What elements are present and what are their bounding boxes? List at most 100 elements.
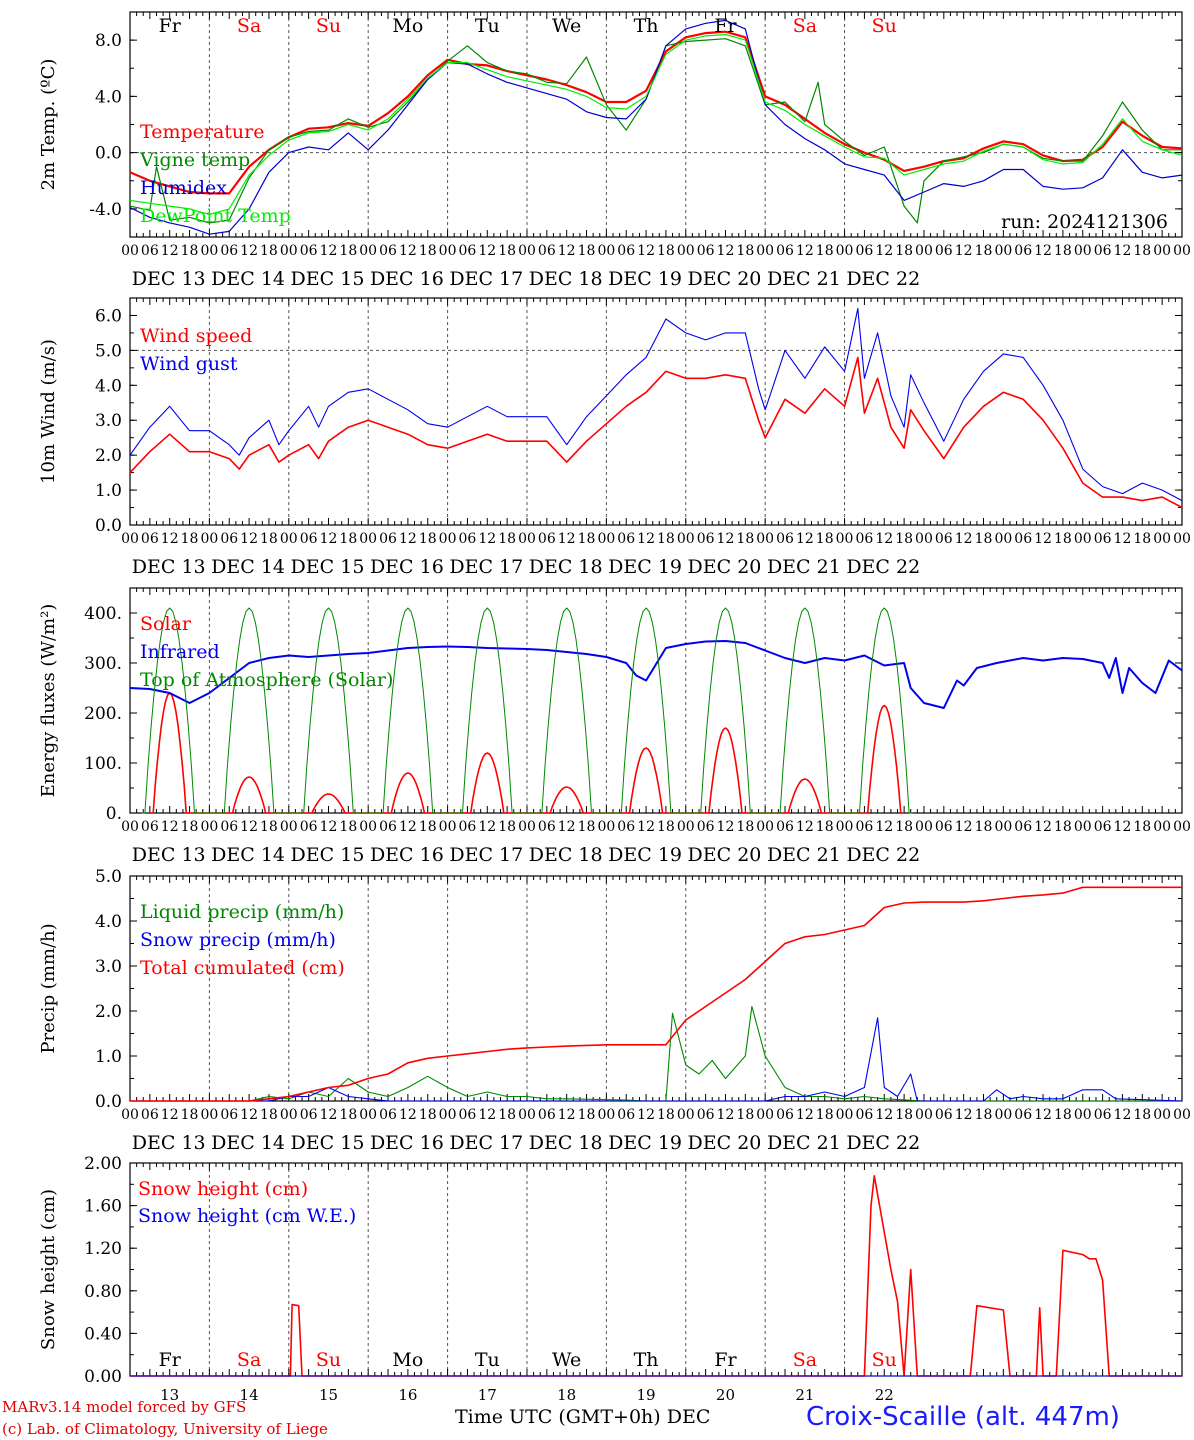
hour-tick-label: 18 — [975, 531, 993, 547]
hour-tick-label: 00 — [994, 1107, 1012, 1123]
hour-tick-label: 12 — [1034, 819, 1052, 835]
hour-tick-label: 12 — [1114, 1107, 1132, 1123]
hour-tick-label: 18 — [657, 1107, 675, 1123]
date-label: DEC 14 — [211, 1132, 285, 1154]
hour-tick-label: 12 — [478, 1107, 496, 1123]
hour-tick-label: 00 — [915, 243, 933, 259]
day-label: Fr — [159, 15, 182, 37]
hour-tick-label: 06 — [776, 819, 794, 835]
hour-tick-label: 18 — [339, 1107, 357, 1123]
hour-tick-label: 00 — [597, 531, 615, 547]
y-tick-label: 4.0 — [95, 87, 122, 107]
hour-tick-label: 06 — [141, 243, 159, 259]
series-line-snow-precip-mm-h — [130, 1017, 1183, 1102]
hour-tick-label: 06 — [379, 819, 397, 835]
hour-tick-label: 06 — [459, 1107, 477, 1123]
hour-tick-label: 18 — [736, 531, 754, 547]
y-tick-label: 0.00 — [84, 1367, 122, 1387]
hour-tick-label: 18 — [1133, 531, 1151, 547]
hour-tick-label: 00 — [518, 1107, 536, 1123]
hour-tick-label: 12 — [796, 243, 814, 259]
y-tick-label: 400. — [84, 604, 122, 624]
y-tick-label: 200. — [84, 704, 122, 724]
hour-tick-label: 18 — [578, 531, 596, 547]
day-label: Fr — [714, 1349, 737, 1371]
hour-tick-label: 06 — [220, 819, 238, 835]
plot-frame — [129, 297, 1183, 526]
hour-tick-label: 00 — [359, 1107, 377, 1123]
hour-tick-label: 18 — [419, 243, 437, 259]
hour-tick-label: 18 — [816, 243, 834, 259]
hour-tick-label: 12 — [161, 1107, 179, 1123]
hour-tick-label: 18 — [975, 1107, 993, 1123]
day-number: 17 — [478, 1386, 497, 1404]
hour-tick-label: 12 — [717, 1107, 735, 1123]
hour-tick-label: 06 — [776, 531, 794, 547]
hour-tick-label: 18 — [1133, 1107, 1151, 1123]
day-number: 19 — [637, 1386, 656, 1404]
date-label: DEC 19 — [608, 268, 682, 290]
hour-tick-label: 18 — [181, 243, 199, 259]
hour-tick-label: 06 — [1094, 531, 1112, 547]
hour-tick-label: 06 — [697, 1107, 715, 1123]
hour-tick-label: 00 — [1173, 1107, 1191, 1123]
y-tick-label: 4.0 — [95, 912, 122, 932]
hour-tick-label: 00 — [677, 819, 695, 835]
hour-tick-label: 06 — [1014, 243, 1032, 259]
date-label: DEC 22 — [846, 268, 920, 290]
hour-tick-label: 06 — [1094, 1107, 1112, 1123]
hour-tick-label: 12 — [1034, 243, 1052, 259]
hour-tick-label: 00 — [756, 1107, 774, 1123]
y-tick-label: 1.20 — [84, 1239, 122, 1259]
legend-temperature: Temperature — [140, 121, 264, 143]
hour-tick-label: 18 — [181, 819, 199, 835]
hour-tick-label: 18 — [498, 531, 516, 547]
date-label: DEC 19 — [608, 556, 682, 578]
hour-tick-label: 12 — [637, 243, 655, 259]
hour-tick-label: 06 — [617, 531, 635, 547]
y-tick-label: 100. — [84, 754, 122, 774]
chart-panel-5: 0.00 0.40 0.80 1.20 1.60 2.00 Snow height (cm)… — [38, 1154, 1183, 1404]
hour-tick-label: 06 — [776, 1107, 794, 1123]
y-axis-label: Snow height (cm) — [38, 1189, 59, 1350]
hour-tick-label: 06 — [697, 531, 715, 547]
hour-tick-label: 06 — [300, 243, 318, 259]
hour-tick-label: 06 — [1094, 243, 1112, 259]
hour-tick-label: 06 — [300, 531, 318, 547]
hour-tick-label: 18 — [1054, 243, 1072, 259]
date-label: DEC 17 — [449, 268, 523, 290]
y-tick-label: 3.0 — [95, 411, 122, 431]
hour-tick-label: 00 — [359, 531, 377, 547]
hour-tick-label: 06 — [776, 243, 794, 259]
hour-tick-label: 06 — [697, 819, 715, 835]
legend-total-cumulated-cm: Total cumulated (cm) — [140, 957, 345, 979]
chart-panel-3: 0. 100. 200. 300. 400. Energy fluxes (W/m²) So… — [38, 587, 1191, 866]
hour-tick-label: 00 — [518, 819, 536, 835]
hour-tick-label: 18 — [736, 819, 754, 835]
day-number: 13 — [160, 1386, 179, 1404]
y-tick-label: 3.0 — [95, 957, 122, 977]
hour-tick-label: 12 — [955, 819, 973, 835]
date-label: DEC 14 — [211, 556, 285, 578]
hour-tick-label: 18 — [895, 243, 913, 259]
y-tick-label: 0.0 — [95, 144, 122, 164]
series-line-dewpoint-temp — [129, 33, 1183, 216]
date-label: DEC 16 — [370, 1132, 444, 1154]
chart-panel-2: 0.0 1.0 2.0 3.0 4.0 5.0 6.0 10m Wind (m/s) Wind … — [38, 297, 1191, 578]
date-label: DEC 13 — [132, 556, 206, 578]
hour-tick-label: 00 — [121, 819, 139, 835]
y-tick-label: 1.60 — [84, 1197, 122, 1217]
hour-tick-label: 18 — [975, 243, 993, 259]
date-label: DEC 21 — [767, 1132, 841, 1154]
hour-tick-label: 00 — [518, 243, 536, 259]
hour-tick-label: 06 — [459, 819, 477, 835]
hour-tick-label: 00 — [200, 243, 218, 259]
y-tick-label: 2.00 — [84, 1154, 122, 1174]
hour-tick-label: 18 — [578, 243, 596, 259]
series-line-wind-gust — [129, 307, 1183, 502]
day-number: 21 — [795, 1386, 814, 1404]
hour-tick-label: 00 — [597, 243, 615, 259]
y-tick-label: 0.40 — [84, 1324, 122, 1344]
hour-tick-label: 00 — [1074, 243, 1092, 259]
